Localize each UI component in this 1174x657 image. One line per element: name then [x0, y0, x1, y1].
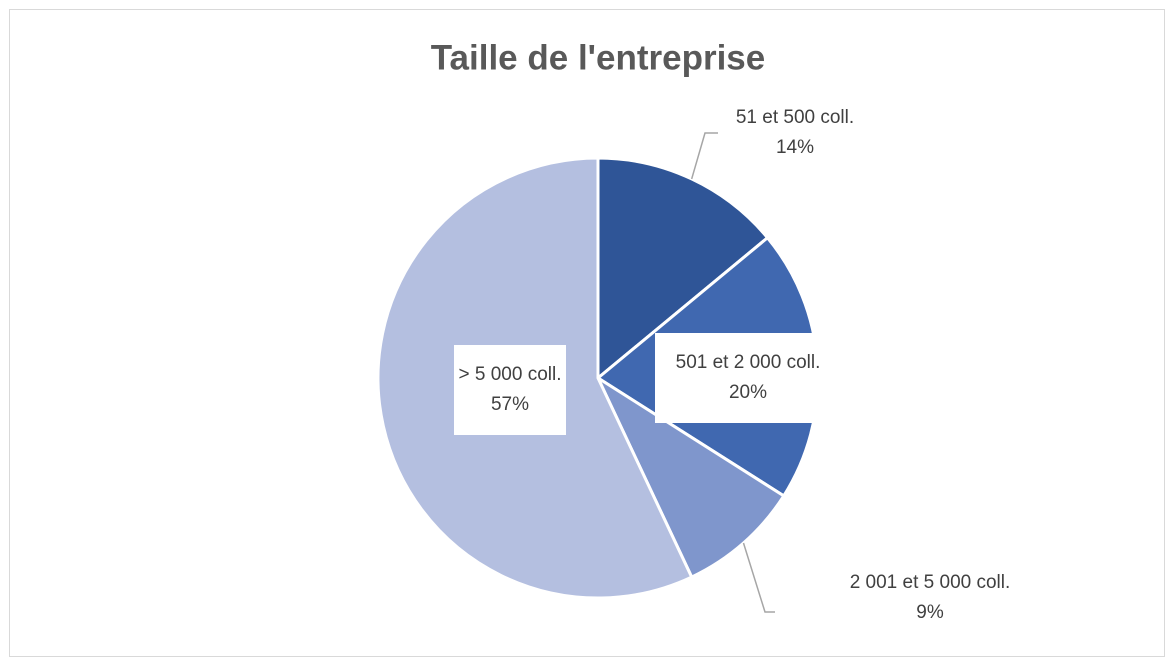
category-label: 2 001 et 5 000 coll. — [850, 572, 1011, 593]
leader-line — [742, 542, 775, 613]
value-label: 20% — [729, 382, 767, 403]
chart-title: Taille de l'entreprise — [431, 38, 765, 77]
label-box — [655, 333, 841, 423]
category-label: 51 et 500 coll. — [736, 107, 854, 128]
pie-slice — [596, 156, 770, 382]
value-label: 14% — [776, 137, 814, 158]
label-box — [454, 345, 566, 435]
category-label: > 5 000 coll. — [459, 364, 562, 385]
category-label: 501 et 2 000 coll. — [676, 352, 821, 373]
pie-slice — [594, 373, 786, 580]
value-label: 57% — [491, 394, 529, 415]
leader-line — [690, 132, 718, 180]
value-label: 9% — [916, 602, 944, 623]
